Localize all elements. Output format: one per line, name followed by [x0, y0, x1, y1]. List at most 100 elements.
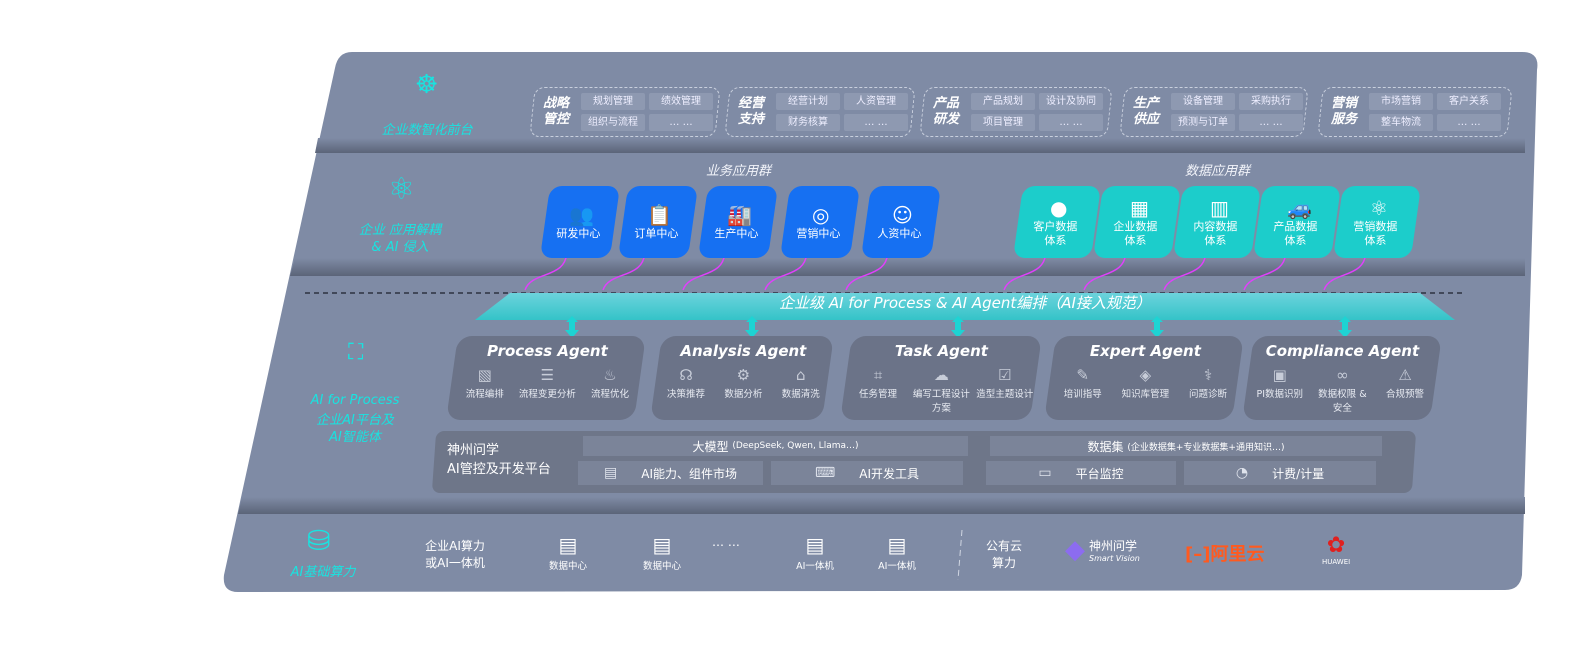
data-app-card[interactable]: ▥ 内容数据 体系: [1172, 186, 1262, 258]
list-icon: ☰: [540, 366, 555, 384]
car-icon: 🚙: [1286, 196, 1312, 220]
front-item[interactable]: … …: [1239, 114, 1303, 131]
vendor-smart-vision: ◆ 神州问学 Smart Vision: [1065, 535, 1140, 565]
front-item[interactable]: 人资管理: [844, 93, 908, 110]
pen-icon: ✎: [1076, 366, 1090, 384]
front-item[interactable]: 预测与订单: [1171, 114, 1235, 131]
business-app-card[interactable]: 👥 研发中心: [539, 186, 621, 258]
front-item[interactable]: 设计及协同: [1039, 93, 1103, 110]
front-item[interactable]: 客户关系: [1437, 93, 1501, 110]
agent-card[interactable]: Task Agent ⌗ 任务管理 ☁ 编写工程设计方案 ☑ 造型主题设计: [840, 336, 1042, 420]
front-item[interactable]: 组织与流程: [581, 114, 645, 131]
front-item[interactable]: 项目管理: [971, 114, 1035, 131]
front-item[interactable]: 规划管理: [581, 93, 645, 110]
group-title: 生产 供应: [1133, 96, 1160, 127]
face-scan-icon: ⛶: [348, 340, 364, 365]
agent-capability: ∞ 数据权限 & 安全: [1318, 366, 1367, 414]
team-icon: 👥: [568, 203, 594, 227]
id-card-icon: ▣: [1272, 366, 1287, 384]
server-icon: ▤: [652, 533, 672, 557]
dataset-row: 数据集 (企业数据集+专业数据集+通用知识…): [990, 436, 1382, 456]
orchestration-banner-shape: [475, 293, 1455, 320]
front-item[interactable]: 经营计划: [776, 93, 840, 110]
group-title: 经营 支持: [738, 96, 765, 127]
tool-dev[interactable]: ⌨ AI开发工具: [771, 461, 963, 485]
agent-capability: ▣ PI数据识别: [1256, 366, 1304, 400]
business-apps-title: 业务应用群: [706, 164, 772, 179]
business-app-card[interactable]: 📋 订单中心: [617, 186, 699, 258]
model-note: (DeepSeek, Qwen, Llama…): [732, 441, 859, 451]
agent-card[interactable]: Compliance Agent ▣ PI数据识别 ∞ 数据权限 & 安全 ⚠ 合规预警: [1242, 336, 1442, 420]
agent-capability: ✎ 培训指导: [1063, 366, 1102, 400]
books-icon: ▥: [1209, 196, 1229, 220]
business-app-card[interactable]: 🏭 生产中心: [697, 186, 779, 258]
agent-card[interactable]: Process Agent ▧ 流程编排 ☰ 流程变更分析 ♨ 流程优化: [446, 336, 646, 420]
group-title: 战略 管控: [543, 96, 570, 127]
front-item[interactable]: 市场营销: [1369, 93, 1433, 110]
data-app-card[interactable]: 🚙 产品数据 体系: [1252, 186, 1342, 258]
front-item[interactable]: … …: [649, 114, 713, 131]
data-app-card[interactable]: ⚛ 营销数据 体系: [1332, 186, 1422, 258]
network-icon: ⌗: [873, 366, 883, 384]
front-item[interactable]: … …: [1437, 114, 1501, 131]
front-item[interactable]: 采购执行: [1239, 93, 1303, 110]
front-group: 产品 研发 产品规划 设计及协同 项目管理… …: [919, 87, 1113, 137]
agent-card[interactable]: Analysis Agent ☊ 决策推荐 ⚙ 数据分析 ⌂ 数据清洗: [650, 336, 834, 420]
data-apps-title: 数据应用群: [1185, 164, 1251, 179]
bidirectional-arrow: [565, 316, 579, 338]
agent-title: Analysis Agent: [680, 342, 807, 360]
user-icon: ●: [1050, 196, 1068, 220]
agent-capability: ⚠ 合规预警: [1386, 366, 1425, 400]
group-title: 产品 研发: [933, 96, 960, 127]
smart-vision-logo-icon: ◆: [1065, 535, 1085, 565]
group-title: 营销 服务: [1331, 96, 1358, 127]
front-group: 营销 服务 市场营销 客户关系 整车物流… …: [1317, 87, 1513, 137]
front-label: 企业数智化前台: [381, 123, 473, 138]
front-group: 经营 支持 经营计划 人资管理 财务核算… …: [724, 87, 916, 137]
ai-label-en: AI for Process: [310, 393, 400, 408]
market-icon: ▤: [604, 465, 618, 481]
server-icon: ▤: [805, 533, 825, 557]
factory-icon: 🏭: [726, 203, 752, 227]
front-item[interactable]: … …: [1039, 114, 1103, 131]
business-app-card[interactable]: ☺ 人资中心: [860, 186, 942, 258]
front-item[interactable]: 整车物流: [1369, 114, 1433, 131]
agent-capability: ☊ 决策推荐: [667, 366, 706, 400]
front-item[interactable]: … …: [844, 114, 908, 131]
business-app-card[interactable]: ◎ 营销中心: [779, 186, 861, 258]
server-icon: ▤: [887, 533, 907, 557]
tool-monitor[interactable]: ▭ 平台监控: [986, 461, 1176, 485]
front-item[interactable]: 设备管理: [1171, 93, 1235, 110]
agent-capability: ☁ 编写工程设计方案: [912, 366, 970, 414]
dataset-note: (企业数据集+专业数据集+通用知识…): [1127, 442, 1285, 453]
bidirectional-arrow: [951, 316, 965, 338]
agent-capability: ⌂ 数据清洗: [781, 366, 820, 400]
diagnose-icon: ⚕: [1203, 366, 1213, 384]
aliyun-logo-icon: [–]: [1185, 544, 1211, 565]
front-item[interactable]: 产品规划: [971, 93, 1035, 110]
agent-card[interactable]: Expert Agent ✎ 培训指导 ◈ 知识库管理 ⚕ 问题诊断: [1044, 336, 1244, 420]
agent-capability: ◈ 知识库管理: [1121, 366, 1170, 400]
checklist-icon: ☑: [997, 366, 1012, 384]
front-group: 战略 管控 规划管理 绩效管理 组织与流程… …: [529, 87, 721, 137]
front-item[interactable]: 绩效管理: [649, 93, 713, 110]
data-app-card[interactable]: ▦ 企业数据 体系: [1092, 186, 1182, 258]
vendor-huawei: ✿ HUAWEI: [1322, 533, 1351, 567]
private-compute-label: 企业AI算力 或AI一体机: [425, 539, 485, 570]
chart-icon: ▧: [477, 366, 492, 384]
tool-billing[interactable]: ◔ 计费/计量: [1184, 461, 1376, 485]
agent-capability: ⚙ 数据分析: [724, 366, 763, 400]
dev-tool-icon: ⌨: [815, 465, 836, 481]
bidirectional-arrow: [1150, 316, 1164, 338]
agent-capability: ⚕ 问题诊断: [1189, 366, 1228, 400]
front-group: 生产 供应 设备管理 采购执行 预测与订单… …: [1119, 87, 1309, 137]
model-row: 大模型 (DeepSeek, Qwen, Llama…): [583, 436, 968, 456]
platform-name: 神州问学 AI管控及开发平台: [447, 443, 551, 477]
front-item[interactable]: 财务核算: [776, 114, 840, 131]
server-icon: ▤: [558, 533, 578, 557]
ai-label-cn: 企业AI平台及 AI智能体: [316, 413, 394, 445]
data-app-card[interactable]: ● 客户数据 体系: [1012, 186, 1102, 258]
tool-market[interactable]: ▤ AI能力、组件市场: [578, 461, 763, 485]
server-item: ▤ 数据中心: [642, 533, 681, 572]
brain-icon: ☸: [415, 70, 439, 100]
